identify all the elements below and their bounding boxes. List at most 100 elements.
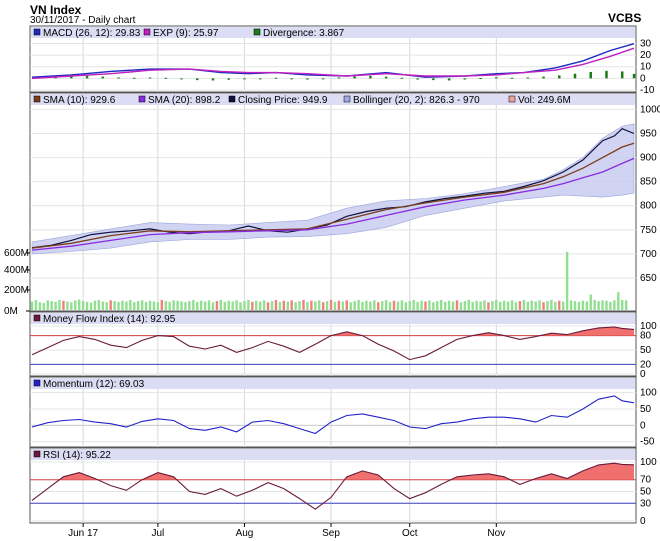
legend-strip: [31, 27, 635, 38]
volume-bar: [573, 301, 577, 310]
histogram-bar: [101, 76, 105, 79]
volume-bar: [85, 301, 89, 310]
volume-bar: [156, 302, 160, 310]
volume-bar: [420, 300, 423, 310]
volume-bar: [455, 300, 459, 310]
legend-strip: [31, 378, 635, 389]
series-line: [31, 128, 635, 249]
histogram-bar: [400, 77, 404, 79]
volume-bar: [318, 300, 321, 310]
volume-bar: [447, 300, 451, 310]
volume-bar: [357, 299, 360, 310]
volume-bar: [463, 301, 467, 310]
legend-swatch: [33, 28, 41, 36]
histogram-bar: [117, 77, 120, 79]
volume-bar: [266, 302, 270, 310]
legend-swatch: [33, 379, 41, 387]
histogram-bar: [290, 78, 293, 80]
volume-bar: [424, 301, 427, 310]
volume-bar: [554, 301, 557, 310]
volume-bar: [432, 302, 435, 310]
volume-bar: [613, 300, 616, 310]
histogram-bar: [353, 76, 356, 79]
histogram-bar: [195, 78, 199, 81]
volume-bar: [89, 302, 93, 310]
y-tick-label: 20: [640, 50, 652, 61]
volume-bar: [443, 301, 447, 310]
y-tick-label: 950: [640, 128, 657, 139]
volume-bar: [211, 302, 215, 310]
volume-bar: [184, 302, 187, 310]
volume-bar: [436, 301, 439, 310]
histogram-bar: [243, 78, 246, 80]
histogram-bar: [573, 73, 577, 79]
legend-strip: [31, 94, 635, 105]
histogram-bar: [227, 78, 230, 80]
y-tick-label: 50: [640, 487, 652, 498]
volume-bar: [203, 301, 207, 310]
legend-swatch: [33, 314, 41, 322]
volume-bar: [188, 301, 191, 310]
volume-bar: [589, 294, 592, 310]
volume-bar: [247, 299, 250, 310]
volume-bar: [176, 300, 179, 310]
volume-bar: [70, 302, 73, 310]
volume-bar: [428, 300, 431, 310]
volume-bar: [93, 300, 97, 310]
volume-bar: [270, 301, 274, 310]
legend-label: RSI (14): 95.22: [43, 450, 111, 461]
volume-bar: [341, 301, 345, 310]
indicator-line: [31, 462, 635, 510]
y-tick-label: 900: [640, 153, 657, 164]
y-tick-label: 650: [640, 273, 657, 284]
panel-macd: MACD (26, 12): 29.83 EXP (9): 25.97 Diverg…: [29, 25, 655, 96]
y-tick-label: 20: [640, 359, 652, 370]
volume-bar: [231, 301, 234, 310]
x-tick-label: Oct: [402, 528, 418, 539]
y-tick-label: 10: [640, 62, 652, 73]
legend-swatch: [343, 95, 351, 103]
volume-bar: [325, 301, 329, 310]
volume-bar: [310, 300, 313, 310]
indicator-line: [31, 326, 635, 361]
histogram-bar: [164, 77, 168, 79]
volume-bar: [593, 299, 596, 310]
y-tick-label: 30: [640, 498, 652, 509]
volume-bar: [192, 299, 195, 310]
histogram-bar: [526, 77, 530, 79]
y-tick-label: 50: [640, 404, 652, 415]
volume-bar: [569, 300, 573, 310]
volume-bar: [274, 299, 278, 310]
volume-bar: [278, 301, 282, 310]
volume-bar: [180, 301, 183, 310]
y-tick-label: 80: [640, 331, 652, 342]
volume-bar: [337, 300, 341, 310]
volume-bar: [479, 301, 482, 310]
legend-strip: [31, 313, 635, 324]
histogram-bar: [432, 78, 435, 81]
histogram-bar: [384, 76, 388, 79]
y-tick-label: 50: [640, 345, 652, 356]
volume-bar: [34, 299, 38, 310]
volume-bar: [148, 300, 152, 310]
volume-bar: [617, 292, 620, 310]
legend-swatch: [33, 450, 41, 458]
volume-bar: [483, 300, 486, 310]
y-tick-label: 750: [640, 225, 657, 236]
y-tick-label: -10: [640, 85, 655, 96]
volume-bar: [290, 300, 293, 310]
x-tick-label: Jun 17: [68, 528, 98, 539]
volume-bar: [137, 301, 140, 310]
volume-bar: [306, 301, 309, 310]
legend-swatch: [253, 28, 261, 36]
volume-bar: [412, 299, 415, 310]
volume-bar: [101, 301, 104, 310]
y-tick-label: 0: [640, 516, 646, 527]
legend-swatch: [143, 28, 151, 36]
y-tick-label: 850: [640, 177, 657, 188]
volume-bar: [388, 301, 392, 310]
volume-bar: [50, 301, 53, 310]
legend-swatch: [33, 95, 41, 103]
volume-bar: [117, 301, 120, 310]
